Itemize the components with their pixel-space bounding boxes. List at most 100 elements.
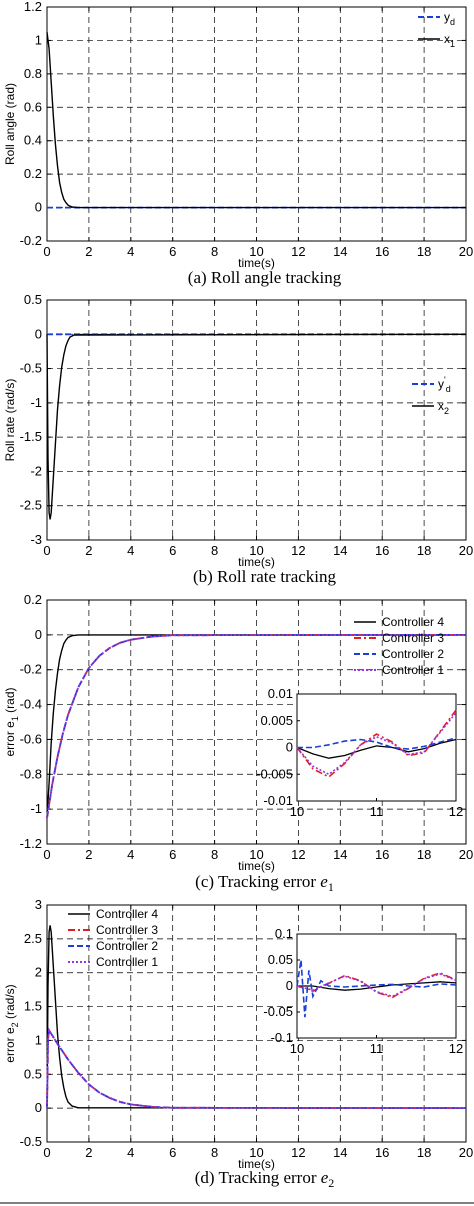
series-line-3 bbox=[46, 634, 467, 819]
inset-series-line-2 bbox=[296, 959, 457, 1018]
y-tick-label-4: 0.4 bbox=[24, 133, 42, 148]
y-tick-label-4: -0.6 bbox=[20, 731, 42, 746]
x-tick-label-6: 12 bbox=[291, 1145, 305, 1160]
inset-y-tick-label-3: -0.05 bbox=[263, 1004, 293, 1019]
panel-caption: (d) Tracking error e2 bbox=[195, 1168, 335, 1190]
x-tick-label-0: 0 bbox=[43, 244, 50, 259]
x-tick-label-10: 20 bbox=[459, 1145, 473, 1160]
y-tick-label-4: -1.5 bbox=[20, 429, 42, 444]
y-tick-label-5: -2 bbox=[30, 463, 42, 478]
panel-tracking-error-e2: 0 2 4 6 8 10 12 14 16 18 2032.521.510.50-0.5time(s… bbox=[3, 897, 473, 1190]
y-axis-label: error e1 (rad) bbox=[3, 687, 20, 756]
x-tick-label-9: 18 bbox=[417, 244, 431, 259]
x-tick-label-8: 16 bbox=[375, 1145, 389, 1160]
y-tick-label-0: 0.5 bbox=[24, 292, 42, 307]
legend-label-0: yd bbox=[444, 10, 455, 27]
x-axis-label: time(s) bbox=[238, 555, 275, 569]
x-tick-label-7: 14 bbox=[333, 244, 347, 259]
legend-label-0: Controller 4 bbox=[96, 907, 158, 921]
series-line-1 bbox=[46, 333, 467, 520]
y-axis-label: error e2 (rad/s) bbox=[3, 984, 20, 1062]
inset-y-tick-label-4: -0.01 bbox=[263, 793, 293, 808]
legend-label-0: y'd bbox=[438, 375, 451, 394]
inset-series-line-3 bbox=[296, 712, 457, 776]
y-tick-label-0: 1.2 bbox=[24, 0, 42, 14]
inset-y-tick-label-0: 0.1 bbox=[275, 926, 293, 941]
inset-series-line-0 bbox=[297, 981, 457, 991]
legend-label-1: x1 bbox=[444, 32, 455, 49]
legend-label-1: x2 bbox=[438, 399, 449, 416]
inset-y-tick-label-1: 0.005 bbox=[260, 713, 293, 728]
x-tick-label-1: 2 bbox=[85, 847, 92, 862]
y-tick-label-5: 0.5 bbox=[24, 1066, 42, 1081]
y-tick-label-2: -0.5 bbox=[20, 361, 42, 376]
x-tick-label-2: 4 bbox=[127, 543, 134, 558]
x-tick-label-3: 6 bbox=[169, 847, 176, 862]
x-tick-label-5: 10 bbox=[249, 543, 263, 558]
x-tick-label-2: 4 bbox=[127, 244, 134, 259]
inset-x-tick-label-0: 10 bbox=[290, 804, 304, 819]
y-tick-label-7: -1.2 bbox=[20, 836, 42, 851]
x-tick-label-8: 16 bbox=[375, 847, 389, 862]
x-tick-label-1: 2 bbox=[85, 543, 92, 558]
y-tick-label-1: 0 bbox=[35, 627, 42, 642]
x-tick-label-6: 12 bbox=[291, 543, 305, 558]
x-tick-label-8: 16 bbox=[375, 543, 389, 558]
legend-label-2: Controller 2 bbox=[96, 939, 158, 953]
x-tick-label-4: 8 bbox=[211, 1145, 218, 1160]
inset-y-tick-label-0: 0.01 bbox=[268, 686, 293, 701]
x-tick-label-7: 14 bbox=[333, 1145, 347, 1160]
x-tick-label-3: 6 bbox=[169, 1145, 176, 1160]
y-tick-label-6: -1 bbox=[30, 801, 42, 816]
panel-tracking-error-e1: 0 2 4 6 8 10 12 14 16 18 20 0.2 0 -0.2 -0.4 -0.6 -0.8 -1 -… bbox=[3, 592, 473, 894]
legend-label-3: Controller 1 bbox=[382, 663, 444, 677]
y-tick-label-0: 0.2 bbox=[24, 592, 42, 607]
inset-x-tick-label-0: 10 bbox=[290, 1041, 304, 1056]
y-tick-label-6: 0 bbox=[35, 200, 42, 215]
x-tick-label-0: 0 bbox=[43, 1145, 50, 1160]
x-tick-label-2: 4 bbox=[127, 1145, 134, 1160]
inset-y-tick-label-2: 0 bbox=[286, 978, 293, 993]
y-tick-label-1: 0 bbox=[35, 326, 42, 341]
legend-label-2: Controller 2 bbox=[382, 647, 444, 661]
inset-x-tick-label-1: 11 bbox=[370, 1041, 384, 1056]
inset-frame bbox=[296, 693, 457, 802]
x-tick-label-9: 18 bbox=[417, 847, 431, 862]
y-tick-label-0: 3 bbox=[35, 897, 42, 912]
y-tick-label-5: -0.8 bbox=[20, 766, 42, 781]
y-tick-label-2: 2 bbox=[35, 965, 42, 980]
y-tick-label-6: -2.5 bbox=[20, 498, 42, 513]
x-tick-label-10: 20 bbox=[459, 543, 473, 558]
y-tick-label-6: 0 bbox=[35, 1100, 42, 1115]
y-axis-label: Roll angle (rad) bbox=[3, 83, 17, 165]
x-tick-label-4: 8 bbox=[211, 543, 218, 558]
x-tick-label-0: 0 bbox=[43, 847, 50, 862]
y-tick-label-7: -3 bbox=[30, 532, 42, 547]
x-tick-label-9: 18 bbox=[417, 1145, 431, 1160]
inset-x-tick-label-1: 11 bbox=[370, 804, 384, 819]
y-tick-label-5: 0.2 bbox=[24, 166, 42, 181]
inset-x-tick-label-2: 12 bbox=[449, 804, 463, 819]
panel-caption: (a) Roll angle tracking bbox=[188, 268, 342, 287]
y-tick-label-3: -1 bbox=[30, 395, 42, 410]
x-tick-label-8: 16 bbox=[375, 244, 389, 259]
inset-series-line-1 bbox=[296, 709, 457, 778]
y-tick-label-2: -0.2 bbox=[20, 662, 42, 677]
inset-y-tick-label-4: -0.1 bbox=[271, 1030, 293, 1045]
x-tick-label-3: 6 bbox=[169, 244, 176, 259]
y-tick-label-1: 1 bbox=[35, 32, 42, 47]
y-tick-label-7: -0.2 bbox=[20, 233, 42, 248]
panel-roll-rate: 0 2 4 6 8 10 12 14 16 18 20 0.5 0 -0.5 -1 -1.5 -2 -2.5 -3 t… bbox=[3, 292, 473, 586]
panel-caption: (b) Roll rate tracking bbox=[193, 567, 337, 586]
y-tick-label-2: 0.8 bbox=[24, 66, 42, 81]
inset-y-tick-label-1: 0.05 bbox=[268, 952, 293, 967]
inset-y-tick-label-2: 0 bbox=[286, 740, 293, 755]
y-tick-label-3: -0.4 bbox=[20, 697, 42, 712]
x-tick-label-0: 0 bbox=[43, 543, 50, 558]
legend-label-1: Controller 3 bbox=[382, 631, 444, 645]
x-tick-label-4: 8 bbox=[211, 244, 218, 259]
x-tick-label-7: 14 bbox=[333, 543, 347, 558]
plot-frame bbox=[46, 6, 467, 242]
series-line-0 bbox=[46, 634, 466, 818]
x-axis-label: time(s) bbox=[238, 859, 275, 873]
